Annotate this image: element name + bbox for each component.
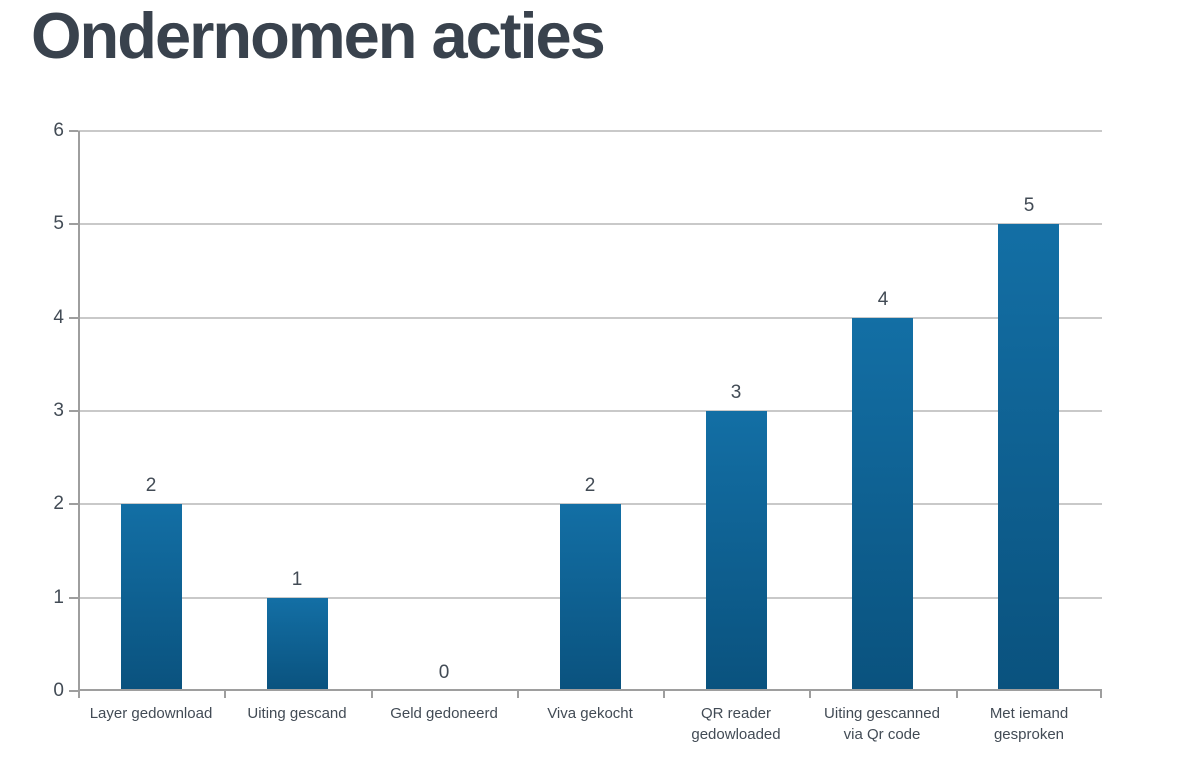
bar [267, 597, 328, 691]
bar-value-label: 1 [291, 568, 303, 590]
y-tick-label: 3 [53, 400, 64, 421]
gridline [78, 410, 1102, 412]
x-axis-tick [956, 691, 958, 698]
x-axis-line [78, 689, 1102, 691]
bar-value-label: 5 [1023, 195, 1035, 217]
y-tick-label: 0 [53, 680, 64, 701]
y-axis-line [78, 131, 80, 691]
x-axis-tick [371, 691, 373, 698]
bar-value-label: 4 [877, 288, 889, 310]
gridline [78, 223, 1102, 226]
tick-layer [69, 130, 1102, 698]
y-axis-tick [69, 130, 78, 132]
x-category-label: Layer gedownload [89, 705, 213, 722]
x-axis-category-labels: Layer gedownload Uiting gescand Geld gedon… [78, 703, 1102, 753]
x-axis-tick [809, 691, 811, 698]
y-tick-label: 4 [53, 306, 64, 328]
x-axis-tick [78, 691, 80, 698]
bar-value-label: 3 [730, 382, 742, 403]
y-axis-tick-labels: 0 1 2 3 4 5 6 [0, 120, 64, 701]
gridline [78, 316, 1102, 319]
x-category-label: Met iemand gesproken [989, 705, 1069, 743]
bar-value-label: 0 [438, 662, 450, 683]
y-axis-tick [69, 596, 78, 599]
x-category-label: Geld gedoneerd [390, 705, 498, 722]
x-axis-tick [1100, 691, 1102, 698]
bar-value-label: 2 [584, 475, 596, 497]
y-tick-label: 5 [53, 213, 64, 235]
bar [121, 504, 182, 691]
bar-value-label: 2 [145, 475, 157, 497]
y-tick-label: 1 [53, 586, 64, 608]
x-axis-tick [517, 691, 519, 698]
chart-title: Ondernomen acties [31, 0, 606, 72]
y-axis-tick [69, 410, 78, 412]
y-axis-tick [69, 690, 78, 692]
x-axis-tick [663, 691, 665, 698]
gridline [78, 130, 1102, 132]
plot-area: 2 1 0 2 3 4 5 [69, 130, 1102, 698]
bars-layer: 2 1 0 2 3 4 5 [78, 131, 1102, 691]
bar [560, 504, 621, 691]
gridline [78, 503, 1102, 506]
y-axis-tick [69, 503, 78, 506]
y-tick-label: 2 [53, 493, 64, 515]
y-axis-tick [69, 316, 78, 319]
y-tick-label: 6 [53, 120, 64, 141]
x-category-label: QR reader gedowloaded [691, 705, 781, 743]
x-category-label: Uiting gescanned via Qr code [824, 705, 940, 743]
bar [852, 317, 913, 691]
x-category-label: Viva gekocht [547, 705, 633, 722]
x-axis-tick [224, 691, 226, 698]
bar [998, 224, 1059, 691]
y-axis-tick [69, 223, 78, 226]
x-category-label: Uiting gescand [247, 705, 347, 722]
bar [706, 411, 767, 691]
